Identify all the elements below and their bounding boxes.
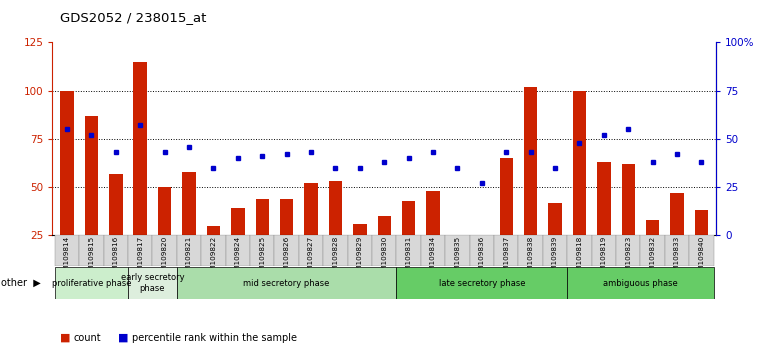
Text: ambiguous phase: ambiguous phase: [603, 279, 678, 288]
Text: ■: ■: [60, 333, 71, 343]
Text: GSM109826: GSM109826: [283, 236, 290, 280]
Bar: [182, 172, 196, 284]
Bar: [573, 91, 586, 284]
Bar: [641, 235, 665, 266]
Bar: [500, 158, 513, 284]
Text: early secretory
phase: early secretory phase: [121, 274, 184, 293]
Bar: [567, 267, 714, 299]
Bar: [177, 267, 397, 299]
Text: GSM109820: GSM109820: [162, 236, 168, 280]
Bar: [598, 162, 611, 284]
Bar: [274, 235, 299, 266]
Text: GSM109825: GSM109825: [259, 236, 265, 280]
Text: GSM109817: GSM109817: [137, 236, 143, 280]
Bar: [128, 235, 152, 266]
Text: GSM109839: GSM109839: [552, 236, 558, 280]
Text: GSM109822: GSM109822: [210, 236, 216, 280]
Text: GSM109814: GSM109814: [64, 236, 70, 280]
Bar: [377, 216, 391, 284]
Bar: [323, 235, 347, 266]
Bar: [567, 235, 591, 266]
Bar: [250, 235, 274, 266]
Bar: [347, 235, 372, 266]
Bar: [671, 193, 684, 284]
Bar: [133, 62, 147, 284]
Text: GSM109832: GSM109832: [650, 236, 655, 280]
Text: GSM109819: GSM109819: [601, 236, 607, 280]
Bar: [85, 116, 98, 284]
Bar: [470, 235, 494, 266]
Bar: [450, 235, 464, 284]
Text: other  ▶: other ▶: [1, 278, 41, 288]
Text: GDS2052 / 238015_at: GDS2052 / 238015_at: [60, 11, 206, 24]
Bar: [616, 235, 641, 266]
Bar: [621, 164, 635, 284]
Bar: [55, 267, 128, 299]
Text: GSM109815: GSM109815: [89, 236, 95, 280]
Bar: [397, 235, 421, 266]
Bar: [128, 267, 177, 299]
Bar: [201, 235, 226, 266]
Text: GSM109830: GSM109830: [381, 236, 387, 280]
Text: GSM109831: GSM109831: [406, 236, 412, 280]
Bar: [299, 235, 323, 266]
Bar: [60, 91, 74, 284]
Bar: [158, 187, 171, 284]
Text: GSM109818: GSM109818: [577, 236, 582, 280]
Bar: [353, 224, 367, 284]
Text: GSM109824: GSM109824: [235, 236, 241, 280]
Text: late secretory phase: late secretory phase: [439, 279, 525, 288]
Bar: [256, 199, 269, 284]
Bar: [397, 267, 567, 299]
Text: GSM109823: GSM109823: [625, 236, 631, 280]
Bar: [226, 235, 250, 266]
Text: GSM109834: GSM109834: [430, 236, 436, 280]
Bar: [518, 235, 543, 266]
Bar: [548, 202, 562, 284]
Text: GSM109838: GSM109838: [527, 236, 534, 280]
Bar: [109, 174, 122, 284]
Text: percentile rank within the sample: percentile rank within the sample: [132, 333, 296, 343]
Bar: [280, 199, 293, 284]
Bar: [177, 235, 201, 266]
Text: GSM109829: GSM109829: [357, 236, 363, 280]
Bar: [494, 235, 518, 266]
Bar: [372, 235, 397, 266]
Bar: [231, 209, 245, 284]
Text: GSM109836: GSM109836: [479, 236, 485, 280]
Text: GSM109835: GSM109835: [454, 236, 460, 280]
Bar: [689, 235, 714, 266]
Bar: [475, 261, 488, 284]
Bar: [427, 191, 440, 284]
Text: GSM109833: GSM109833: [674, 236, 680, 280]
Text: GSM109828: GSM109828: [333, 236, 339, 280]
Text: ■: ■: [118, 333, 129, 343]
Bar: [646, 220, 659, 284]
Bar: [695, 210, 708, 284]
Bar: [104, 235, 128, 266]
Text: GSM109840: GSM109840: [698, 236, 705, 280]
Text: mid secretory phase: mid secretory phase: [243, 279, 330, 288]
Text: count: count: [74, 333, 102, 343]
Bar: [591, 235, 616, 266]
Bar: [152, 235, 177, 266]
Bar: [206, 226, 220, 284]
Bar: [421, 235, 445, 266]
Bar: [55, 235, 79, 266]
Text: GSM109837: GSM109837: [504, 236, 509, 280]
Bar: [329, 181, 342, 284]
Bar: [543, 235, 567, 266]
Text: GSM109821: GSM109821: [186, 236, 192, 280]
Bar: [524, 87, 537, 284]
Bar: [304, 183, 318, 284]
Text: GSM109816: GSM109816: [113, 236, 119, 280]
Bar: [665, 235, 689, 266]
Text: GSM109827: GSM109827: [308, 236, 314, 280]
Bar: [79, 235, 104, 266]
Bar: [402, 201, 415, 284]
Text: proliferative phase: proliferative phase: [52, 279, 131, 288]
Bar: [445, 235, 470, 266]
